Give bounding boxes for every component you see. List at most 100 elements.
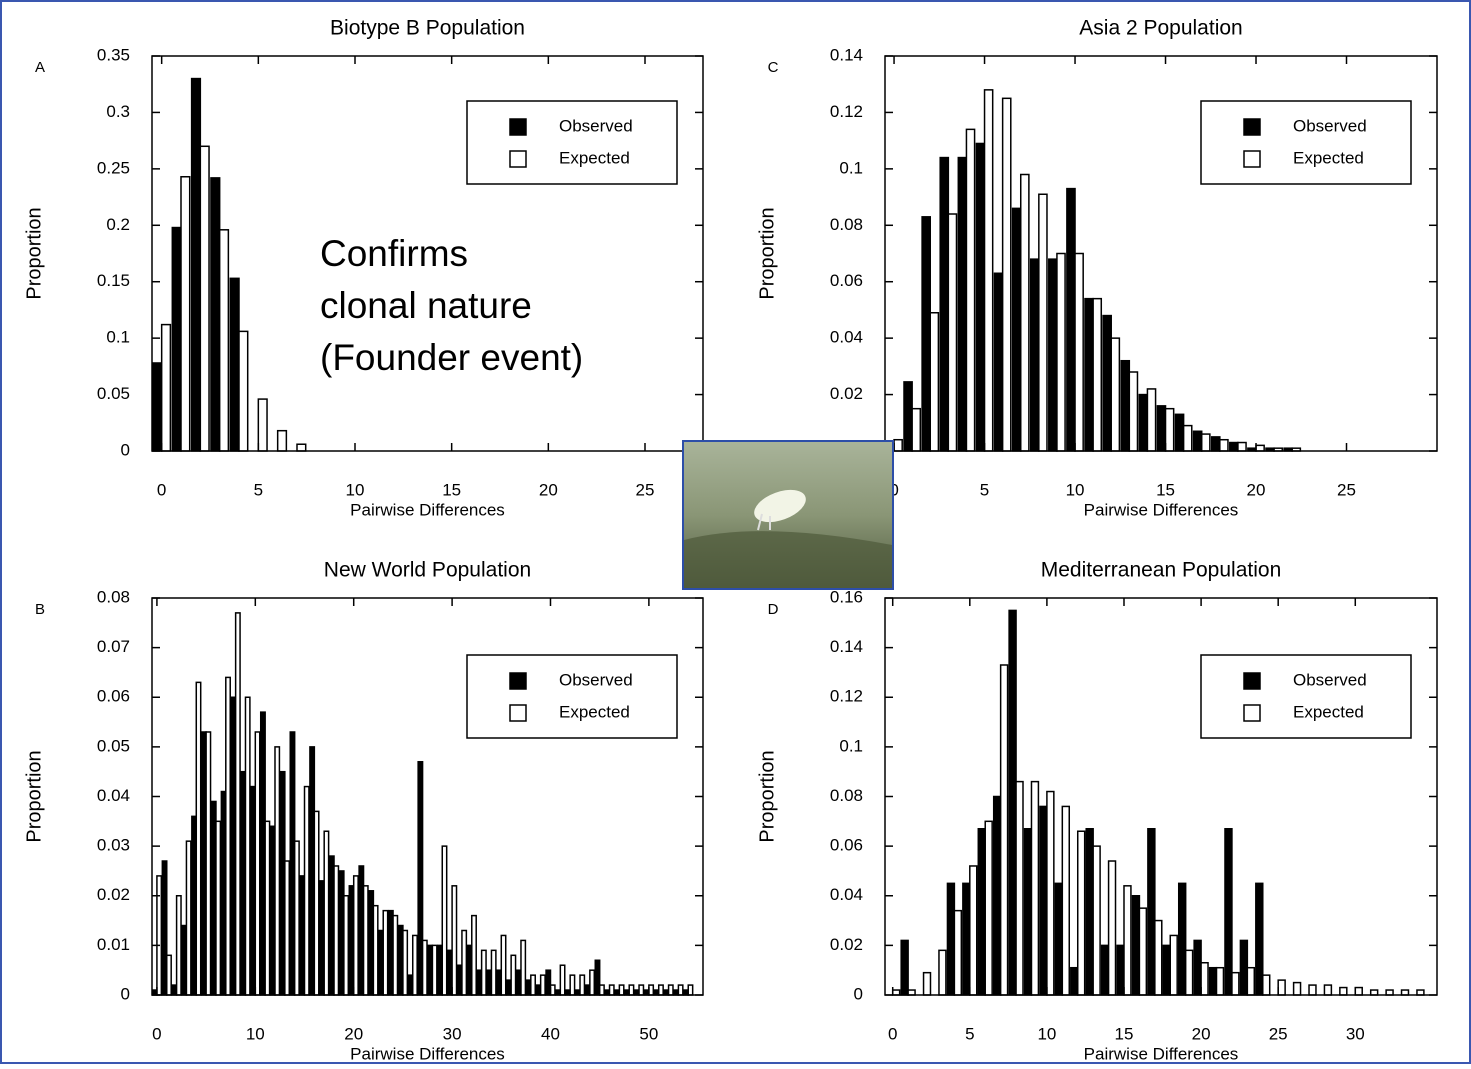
bar [1277,979,1286,996]
bar [1066,187,1076,452]
bar [1164,407,1175,452]
bar [598,984,605,996]
bar [638,984,645,996]
y-tick-label: 0.05 [97,736,130,755]
bar [922,971,932,996]
bar [352,875,359,996]
bar [1131,895,1141,996]
bar [1177,882,1187,996]
chart-title: New World Population [324,559,531,582]
x-tick-label: 0 [889,480,898,499]
bar [539,974,546,996]
x-tick-label: 25 [636,480,655,499]
bar [1038,193,1048,452]
y-tick-label: 0.1 [839,158,863,177]
bar [333,865,340,996]
bar [171,226,182,452]
bar [975,142,986,452]
bar [421,939,428,996]
bar [313,810,320,996]
bar [977,828,986,996]
y-tick-label: 0.02 [830,935,863,954]
bar [1107,860,1117,996]
bar [628,984,635,996]
bar [1174,413,1185,452]
legend-label: Expected [559,148,630,167]
bar [1056,252,1066,452]
bar [234,612,241,996]
x-tick-label: 15 [442,480,461,499]
panel-label: C [768,59,779,76]
x-tick-label: 30 [1346,1024,1365,1043]
bar [1210,436,1221,452]
y-tick-label: 0 [854,984,863,1003]
y-tick-label: 0.02 [97,885,130,904]
bar [1076,830,1086,996]
y-tick-label: 0.15 [97,271,130,290]
bar [1229,441,1239,452]
bar [1147,828,1156,996]
bar [296,443,307,452]
bar [530,974,536,996]
y-tick-label: 0.12 [830,102,863,121]
x-axis-label: Pairwise Differences [1084,500,1239,519]
x-tick-label: 15 [1156,480,1175,499]
bar [1138,907,1148,996]
bar [618,984,625,996]
bar [303,785,310,996]
legend-label: Observed [559,670,633,689]
bar [1116,944,1125,996]
bar [900,939,909,996]
bar [1054,882,1064,996]
bar [480,949,487,996]
bar [180,176,191,452]
chart-title: Mediterranean Population [1041,559,1282,582]
bar [1237,441,1247,452]
legend-swatch [509,704,527,722]
y-tick-label: 0.1 [106,328,130,347]
bar [903,381,913,452]
bar [1092,845,1101,996]
bar [431,944,438,996]
y-tick-label: 0 [121,440,130,459]
bar [965,128,976,452]
bar [1200,433,1211,452]
y-tick-label: 0.3 [106,102,130,121]
bar [1048,258,1058,452]
bar [1011,207,1022,452]
y-tick-label: 0.04 [830,885,863,904]
bar [1292,981,1302,996]
bar [589,969,596,996]
chart-panel: New World Population B Proportion Pairwise … [23,559,704,1063]
bar [1162,944,1172,996]
y-tick-label: 0.05 [97,384,130,403]
bar [1339,986,1348,996]
bar [1039,805,1048,996]
legend-box [466,100,678,185]
bar [1015,780,1024,996]
x-tick-label: 40 [541,1024,560,1043]
bar [962,882,971,996]
bar [1023,828,1033,996]
bar [657,984,664,996]
bar [244,696,251,996]
x-tick-label: 5 [965,1024,974,1043]
bar [166,954,172,996]
x-tick-label: 0 [888,1024,897,1043]
bar [1008,609,1017,996]
bar [490,949,497,996]
y-tick-label: 0.07 [97,637,130,656]
legend-swatch [1243,150,1261,168]
bar [461,929,468,996]
bar [1102,314,1112,452]
bar [1208,966,1218,996]
bar [1219,438,1229,452]
bar [210,177,221,452]
bar [1169,934,1178,996]
bar [1074,252,1084,452]
bar [392,914,399,996]
bar [984,820,993,996]
bar [156,875,163,996]
y-axis-label: Proportion [23,750,45,842]
bar [284,860,291,996]
